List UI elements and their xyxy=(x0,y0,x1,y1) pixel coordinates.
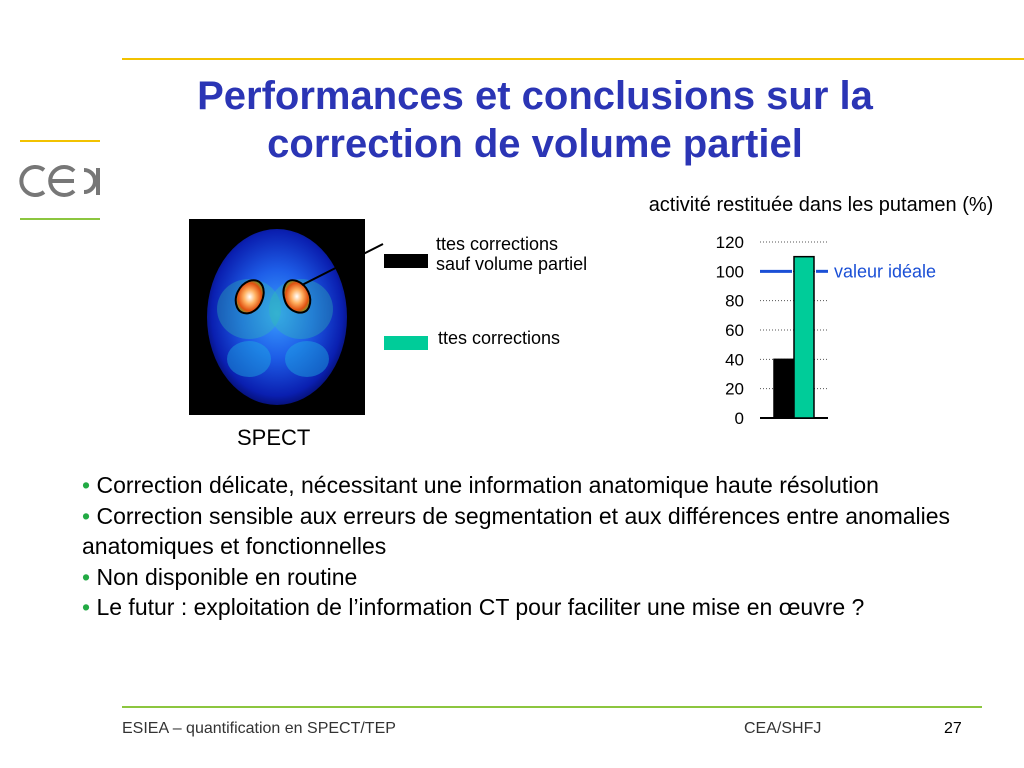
footer-left: ESIEA – quantification en SPECT/TEP xyxy=(122,720,396,737)
logo-rule-top xyxy=(20,140,100,142)
ideal-line-label: valeur idéale xyxy=(834,261,936,281)
legend-swatch-black xyxy=(384,254,428,268)
legend-swatch-teal xyxy=(384,336,428,350)
y-tick-label: 120 xyxy=(716,233,744,252)
bullet-item: • Non disponible en routine xyxy=(82,563,358,590)
bullet-item: • Correction délicate, nécessitant une i… xyxy=(82,472,879,498)
y-tick-label: 20 xyxy=(725,380,744,399)
pointer-lines xyxy=(301,243,384,286)
y-tick-label: 100 xyxy=(716,262,744,281)
bullet-dot: • xyxy=(82,563,97,590)
y-tick-label: 80 xyxy=(725,292,744,311)
bullet-dot: • xyxy=(82,502,97,529)
logo-rule-bottom xyxy=(20,218,100,220)
bullet-item: • Correction sensible aux erreurs de seg… xyxy=(82,502,951,560)
slide-title: Performances et conclusions sur la corre… xyxy=(197,74,873,166)
y-tick-label: 40 xyxy=(725,350,744,369)
footer-center: CEA/SHFJ xyxy=(744,720,822,737)
bar-all-corrections xyxy=(793,255,815,419)
brain-scan-graphic xyxy=(207,229,347,405)
bullet-dot: • xyxy=(82,594,97,620)
bullet-list: • Correction délicate, nécessitant une i… xyxy=(82,470,982,623)
cea-logo xyxy=(19,165,100,197)
footer-page-number: 27 xyxy=(944,720,962,737)
bullet-dot: • xyxy=(82,472,97,498)
spect-caption: SPECT xyxy=(237,425,311,450)
bullet-item: • Le futur : exploitation de l’informati… xyxy=(82,594,865,620)
chart-title: activité restituée dans les putamen (%) xyxy=(648,194,994,216)
legend-label-partial: ttes corrections sauf volume partiel xyxy=(436,234,588,274)
footer-rule xyxy=(122,706,982,708)
top-rule xyxy=(122,58,1024,60)
y-tick-label: 0 xyxy=(735,409,744,428)
legend: ttes corrections sauf volume partiel tte… xyxy=(384,234,604,354)
spect-image xyxy=(189,219,365,415)
legend-label-all: ttes corrections xyxy=(438,328,561,348)
y-tick-label: 60 xyxy=(725,321,744,340)
bar-chart: 0 20 40 60 80 100 120 valeur idéale xyxy=(716,233,936,428)
bar-partial-volume xyxy=(773,358,795,419)
